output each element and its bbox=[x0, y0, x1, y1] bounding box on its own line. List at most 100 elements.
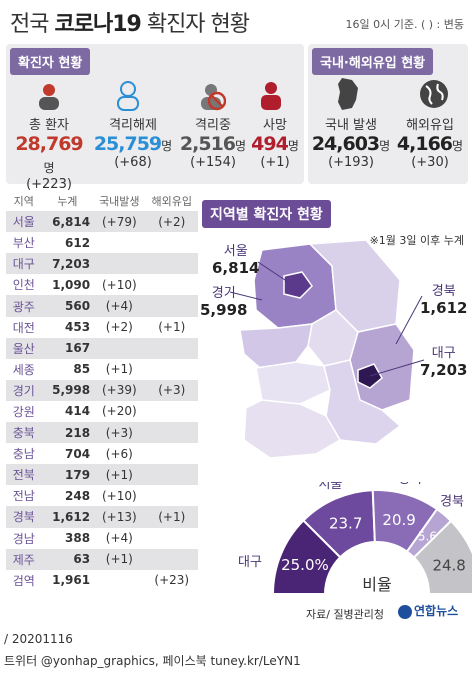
table-row: 서울 6,814 (+79) (+2) bbox=[6, 211, 198, 233]
table-row: 충북 218 (+3) bbox=[6, 422, 198, 444]
deceased-icon bbox=[261, 82, 281, 110]
cell-abroad: (+3) bbox=[145, 379, 198, 401]
cell-abroad bbox=[145, 337, 198, 359]
cell-total: 7,203 bbox=[41, 253, 94, 275]
cell-abroad: (+1) bbox=[158, 320, 186, 335]
cell-domestic: (+13) bbox=[93, 506, 146, 528]
cell-domestic: (+4) bbox=[93, 295, 146, 317]
cell-total: 1,090 bbox=[52, 277, 91, 292]
region-table: 지역 누계 국내발생 해외유입 서울 6,814 (+79) (+2) 부산 612 대구 7… bbox=[6, 190, 198, 591]
slice-value-label: 25.0% bbox=[281, 556, 329, 574]
footer-date: / 20201116 bbox=[4, 632, 73, 646]
cell-total: 167 bbox=[41, 337, 94, 359]
title-bold: 코로나19 bbox=[54, 12, 141, 37]
cell-abroad bbox=[146, 485, 198, 506]
stat-domestic: 국내 발생 24,603명 (+193) bbox=[311, 118, 391, 170]
stat-imported-value: 4,166 bbox=[396, 133, 453, 155]
cell-region: 경기 bbox=[6, 379, 42, 401]
cell-total: 5,998 bbox=[41, 379, 94, 401]
map-note: ※1월 3일 이후 누계 bbox=[369, 234, 464, 247]
cell-domestic: (+10) bbox=[101, 488, 137, 503]
cell-domestic: (+79) bbox=[93, 211, 146, 233]
table-row: 세종 85 (+1) bbox=[6, 359, 198, 380]
cell-domestic: (+1) bbox=[105, 362, 133, 377]
stat-total: 총 환자 28,769명 (+223) bbox=[15, 118, 83, 192]
cell-region: 검역 bbox=[12, 573, 35, 588]
table-row: 검역 1,961 (+23) bbox=[6, 570, 198, 591]
cell-region: 광주 bbox=[6, 295, 42, 317]
cell-domestic: (+39) bbox=[93, 379, 146, 401]
cell-domestic bbox=[93, 337, 146, 359]
table-row: 인천 1,090 (+10) bbox=[6, 274, 198, 295]
cell-region: 경남 bbox=[12, 531, 35, 546]
cell-domestic bbox=[93, 253, 146, 275]
cell-domestic: (+4) bbox=[105, 531, 133, 546]
cell-region: 서울 bbox=[6, 211, 42, 233]
cell-total: 388 bbox=[65, 531, 91, 546]
slice-category-label: 경기 bbox=[398, 482, 422, 487]
yonhap-logo-icon bbox=[398, 604, 412, 619]
cell-abroad bbox=[146, 232, 198, 253]
cell-domestic: (+6) bbox=[105, 446, 133, 461]
map-region-chungnam bbox=[239, 323, 313, 369]
cell-domestic: (+20) bbox=[101, 404, 137, 419]
korea-map-icon bbox=[338, 78, 358, 110]
cell-total: 248 bbox=[65, 488, 91, 503]
cell-abroad bbox=[146, 401, 198, 422]
stat-deaths-value: 494 bbox=[251, 133, 289, 155]
cell-region: 인천 bbox=[12, 278, 35, 293]
map-title: 지역별 확진자 현황 bbox=[202, 200, 331, 228]
globe-icon bbox=[420, 80, 448, 108]
cell-region: 울산 bbox=[6, 337, 42, 359]
table-row: 울산 167 bbox=[6, 337, 198, 359]
cell-domestic bbox=[93, 570, 145, 591]
cell-total: 179 bbox=[41, 464, 94, 486]
cell-region: 세종 bbox=[12, 362, 35, 377]
stat-isolated-value: 2,516 bbox=[179, 133, 236, 155]
date-note: 16일 0시 기준. ( ) : 변동 bbox=[345, 18, 464, 31]
cell-region: 강원 bbox=[12, 404, 35, 419]
chart-title: 비율 bbox=[362, 575, 391, 594]
map-label-gyeonggi: 경기 5,998 bbox=[200, 286, 248, 319]
cell-total: 1,961 bbox=[52, 573, 91, 588]
slice-value-label: 20.9 bbox=[382, 511, 415, 529]
slice-category-label: 서울 bbox=[318, 482, 342, 492]
map-region-jeonbuk bbox=[255, 361, 331, 405]
map-label-daegu: 대구 7,203 bbox=[420, 346, 468, 379]
cell-domestic: (+2) bbox=[105, 320, 133, 335]
cell-total: 414 bbox=[65, 404, 91, 419]
person-outline-icon bbox=[117, 81, 139, 111]
cell-region: 충남 bbox=[12, 447, 35, 462]
cell-total: 704 bbox=[65, 446, 91, 461]
table-row: 전남 248 (+10) bbox=[6, 485, 198, 506]
map-region-jeonnam bbox=[243, 399, 342, 459]
cell-abroad bbox=[145, 295, 198, 317]
cell-domestic: (+10) bbox=[101, 277, 137, 292]
map-label-gyeongbuk: 경북 1,612 bbox=[420, 284, 468, 317]
cell-total: 453 bbox=[65, 320, 91, 335]
pie-slice bbox=[412, 519, 472, 595]
table-row: 광주 560 (+4) bbox=[6, 295, 198, 317]
cell-abroad bbox=[145, 253, 198, 275]
cell-region: 전북 bbox=[6, 464, 42, 486]
cell-abroad bbox=[145, 548, 198, 570]
page-title: 전국 코로나19 확진자 현황 bbox=[10, 6, 250, 38]
yonhap-logo: 연합뉴스 bbox=[398, 602, 458, 619]
stat-released: 격리해제 25,759명 (+68) bbox=[93, 118, 173, 170]
slice-category-label: 경북 bbox=[440, 495, 464, 510]
cell-region: 경북 bbox=[6, 506, 42, 528]
cell-region: 대구 bbox=[6, 253, 42, 275]
cell-region: 제주 bbox=[6, 548, 42, 570]
cell-domestic: (+3) bbox=[93, 422, 146, 444]
cell-abroad: (+1) bbox=[145, 506, 198, 528]
map-label-seoul: 서울 6,814 bbox=[212, 244, 260, 277]
table-row: 부산 612 bbox=[6, 232, 198, 253]
cell-abroad bbox=[145, 422, 198, 444]
cell-domestic bbox=[93, 232, 145, 253]
stat-deaths: 사망 494명 (+1) bbox=[251, 118, 299, 170]
cell-total: 6,814 bbox=[41, 211, 94, 233]
cell-total: 63 bbox=[41, 548, 94, 570]
cell-total: 612 bbox=[65, 235, 91, 250]
korea-map bbox=[229, 240, 425, 459]
